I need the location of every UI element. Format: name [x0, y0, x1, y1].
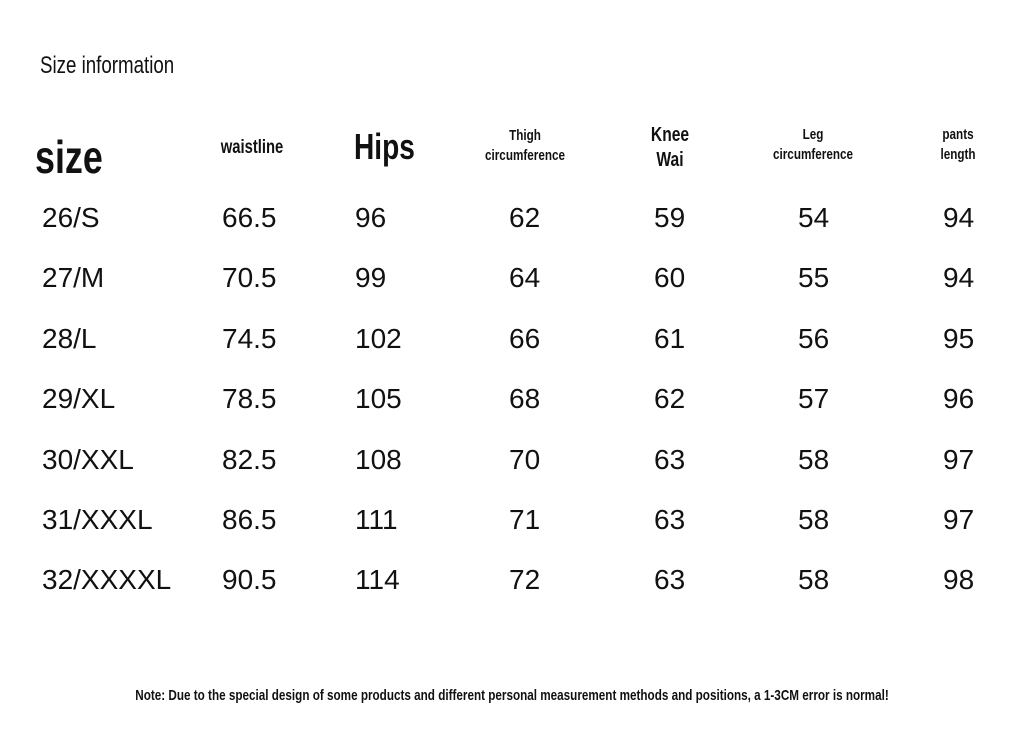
size-label: 29/XL: [42, 383, 116, 415]
table-cell: 94: [943, 262, 975, 294]
table-cell: 90.5: [222, 564, 277, 596]
table-cell: 114: [355, 564, 400, 596]
table-cell: 98: [943, 564, 975, 596]
table-cell: 58: [798, 564, 830, 596]
column-header: waistline: [220, 137, 284, 158]
table-cell: 63: [654, 443, 686, 475]
table-cell: 102: [355, 322, 402, 354]
table-cell: 97: [943, 443, 975, 475]
size-label: 27/M: [42, 262, 105, 294]
table-cell: 56: [798, 322, 830, 354]
table-cell: 71: [509, 504, 541, 535]
table-cell: 70: [509, 443, 541, 475]
table-cell: 96: [355, 202, 387, 233]
table-cell: 66.5: [222, 202, 277, 233]
column-header: Hips: [354, 126, 415, 167]
table-cell: 108: [355, 443, 402, 475]
column-header: size: [35, 131, 103, 183]
table-cell: 86.5: [222, 504, 277, 535]
column-header: circumference: [773, 146, 853, 163]
table-cell: 74.5: [222, 322, 277, 354]
table-cell: 60: [654, 262, 686, 294]
size-label: 30/XXL: [42, 443, 134, 475]
column-header: circumference: [485, 147, 565, 164]
table-cell: 58: [798, 504, 830, 535]
size-label: 31/XXXL: [42, 504, 153, 535]
size-label: 28/L: [42, 322, 97, 354]
table-cell: 61: [654, 322, 686, 354]
table-cell: 82.5: [222, 443, 277, 475]
table-cell: 70.5: [222, 262, 277, 294]
table-cell: 62: [509, 202, 541, 233]
table-cell: 64: [509, 262, 541, 294]
column-header: Knee: [650, 124, 690, 146]
column-header: length: [940, 146, 976, 163]
table-cell: 58: [798, 443, 830, 475]
table-cell: 78.5: [222, 383, 277, 415]
table-cell: 97: [943, 504, 975, 535]
table-cell: 105: [355, 383, 402, 415]
table-cell: 96: [943, 383, 975, 415]
column-header: Leg: [802, 126, 824, 143]
table-cell: 94: [943, 202, 975, 233]
table-cell: 63: [654, 504, 686, 535]
note: Note: Due to the special design of some …: [135, 687, 889, 704]
table-cell: 55: [798, 262, 830, 294]
table-cell: 66: [509, 322, 541, 354]
size-label: 26/S: [42, 202, 100, 233]
table-cell: 72: [509, 564, 541, 596]
table-cell: 57: [798, 383, 830, 415]
column-header: pants: [942, 126, 974, 143]
size-label: 32/XXXXL: [42, 564, 172, 596]
table-cell: 95: [943, 322, 975, 354]
title: Size information: [40, 52, 175, 79]
table-cell: 68: [509, 383, 541, 415]
table-cell: 54: [798, 202, 830, 233]
table-cell: 62: [654, 383, 686, 415]
table-cell: 99: [355, 262, 387, 294]
table-cell: 59: [654, 202, 686, 233]
table-cell: 63: [654, 564, 686, 596]
column-header: Thigh: [509, 127, 541, 144]
column-header: Wai: [656, 149, 684, 171]
table-cell: 111: [355, 504, 398, 535]
